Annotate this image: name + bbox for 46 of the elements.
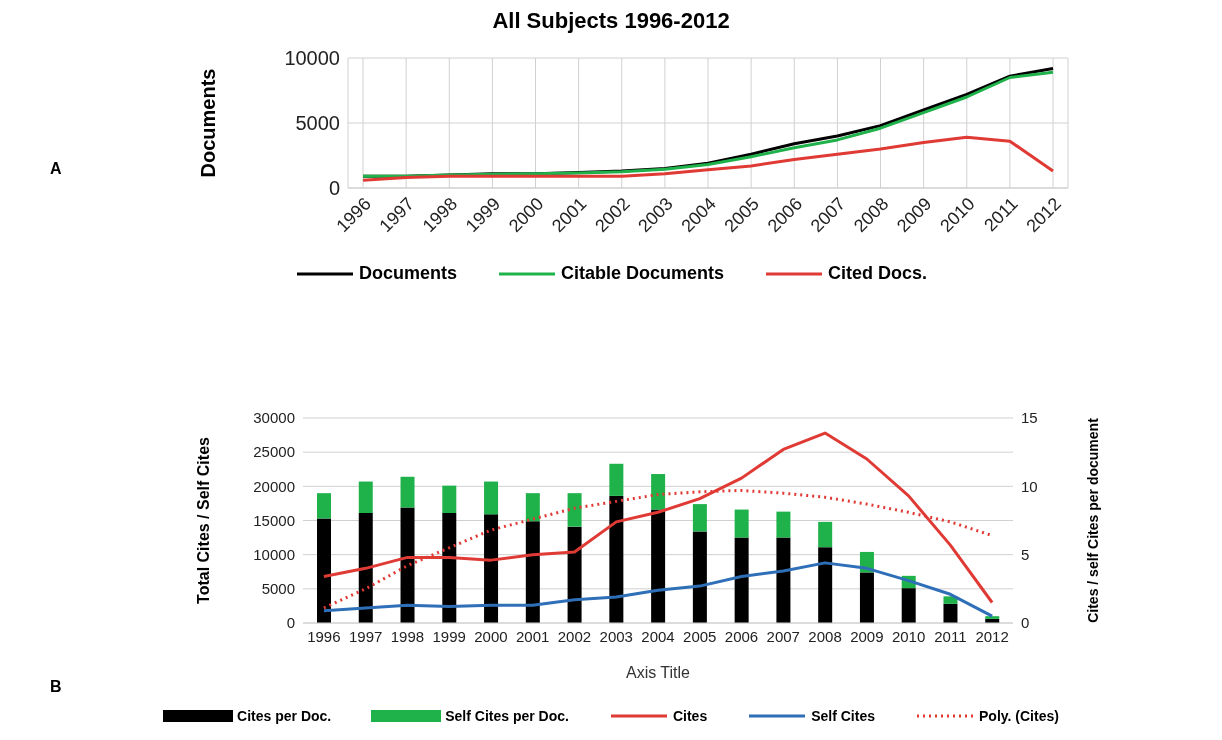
x-tick-label: 2010 xyxy=(891,627,926,645)
y-tick-label: 5000 xyxy=(261,580,295,598)
x-tick-label: 1999 xyxy=(432,627,466,645)
legend-label: Cites xyxy=(672,708,708,724)
x-tick-label: 2008 xyxy=(808,627,842,645)
y2-tick-label: 5 xyxy=(1021,545,1030,563)
y2-axis-title: Cites / self Cites per document xyxy=(1084,417,1101,623)
x-tick-label: 2009 xyxy=(850,627,884,645)
y-axis-title: Documents xyxy=(197,68,220,178)
x-tick-label: 2011 xyxy=(934,627,967,645)
y-tick-label: 10000 xyxy=(284,47,340,70)
x-tick-label: 2002 xyxy=(557,627,592,645)
y2-tick-label: 0 xyxy=(1021,614,1030,632)
x-axis-title: Axis Title xyxy=(625,664,691,681)
text: B xyxy=(50,678,62,696)
text: A xyxy=(50,160,62,178)
y-tick-label: 15000 xyxy=(253,511,295,529)
legend-label: Cited Docs. xyxy=(828,263,928,284)
x-tick-label: 2000 xyxy=(474,627,508,645)
x-tick-label: 2007 xyxy=(766,627,800,645)
y-tick-label: 0 xyxy=(328,177,340,200)
legend-label: Cites per Doc. xyxy=(237,708,332,724)
x-tick-label: 2005 xyxy=(683,627,717,645)
x-tick-label: 2004 xyxy=(641,627,675,645)
y-tick-label: 30000 xyxy=(253,409,295,427)
legend-label: Self Cites per Doc. xyxy=(445,708,569,724)
legend-label: Citable Documents xyxy=(560,263,724,284)
chart-title: All Subjects 1996-2012 xyxy=(491,8,731,34)
y-axis-title: Total Cites / Self Cites xyxy=(194,436,212,604)
y2-tick-label: 15 xyxy=(1021,409,1038,427)
y-tick-label: 5000 xyxy=(295,112,340,135)
y2-tick-label: 10 xyxy=(1021,477,1038,495)
y-tick-label: 10000 xyxy=(253,545,295,563)
y-tick-label: 20000 xyxy=(253,477,295,495)
x-tick-label: 1998 xyxy=(390,627,425,645)
x-tick-label: 2006 xyxy=(724,627,759,645)
x-tick-label: 1996 xyxy=(307,627,341,645)
legend-label: Poly. (Cites) xyxy=(979,708,1059,724)
x-tick-label: 2012 xyxy=(975,627,1009,645)
y-tick-label: 0 xyxy=(286,614,295,632)
legend-label: Self Cites xyxy=(811,708,875,724)
x-tick-label: 2003 xyxy=(599,627,633,645)
x-tick-label: 2001 xyxy=(516,627,550,645)
x-tick-label: 1997 xyxy=(348,627,383,645)
y-tick-label: 25000 xyxy=(253,443,295,461)
legend-label: Documents xyxy=(358,263,457,284)
